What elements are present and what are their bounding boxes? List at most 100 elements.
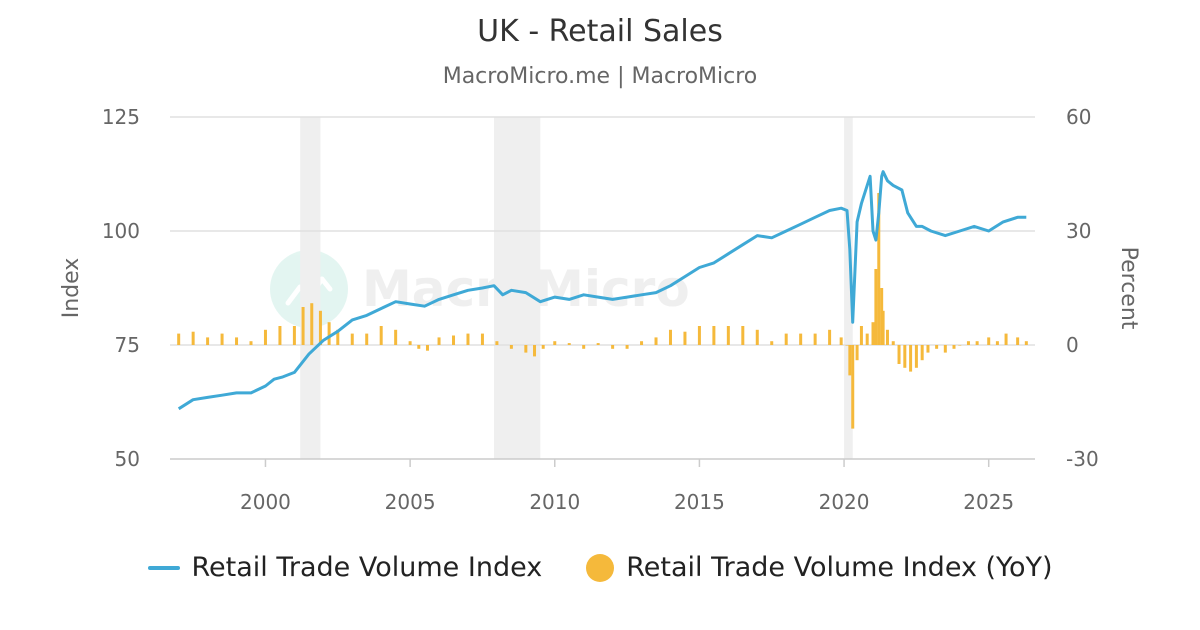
y2-tick-label: -30 [1066,447,1099,471]
axes: 50 75 100 125 -30 0 30 60 2000 2005 2010 2015 2020 20… [102,105,1099,514]
chart-title: UK - Retail Sales [477,14,723,49]
yoy-bar [318,310,322,345]
yoy-bar [567,343,571,345]
yoy-bar [851,345,855,429]
yoy-bar [553,341,557,345]
y2-tick-label: 60 [1066,105,1091,129]
x-tick-label: 2005 [385,490,436,514]
yoy-bar [1004,333,1008,345]
x-tick-label: 2000 [240,490,291,514]
yoy-bar [524,345,528,353]
yoy-bar [654,337,658,345]
yoy-bar [885,329,889,345]
yoy-bars [177,193,1028,429]
yoy-bar [865,333,869,345]
yoy-bar [958,345,962,346]
yoy-bar [848,345,852,376]
yoy-bar [881,310,885,345]
yoy-bar [845,345,849,346]
yoy-bar [596,343,600,345]
yoy-bar [909,345,913,372]
yoy-bar [926,345,930,353]
yoy-bar [871,322,875,345]
recession-band-1 [494,117,541,459]
yoy-bar [541,345,545,349]
x-tick-label: 2025 [963,490,1014,514]
yoy-bar [828,329,832,345]
yoy-bar [1016,337,1020,345]
yoy-bar [336,329,340,345]
grid-lines [170,116,1035,460]
x-tick-label: 2015 [674,490,725,514]
yoy-bar [191,331,195,345]
yoy-bar [611,345,615,349]
legend-item-yoy[interactable]: Retail Trade Volume Index (YoY) [586,552,1053,583]
yoy-bar [310,303,314,345]
yoy-bar [784,333,788,345]
yoy-bar [839,337,843,345]
yoy-bar [935,345,939,349]
yoy-bar [425,345,429,351]
yoy-bar [914,345,918,368]
yoy-bar [640,341,644,345]
yoy-bar [582,345,586,349]
yoy-bar [952,345,956,349]
yoy-bar [466,333,470,345]
x-tick-label: 2010 [529,490,580,514]
yoy-bar [235,337,239,345]
yoy-bar [278,326,282,345]
yoy-bar [206,337,210,345]
yoy-bar [417,345,421,349]
yoy-bar [625,345,629,349]
yoy-bar [697,326,701,345]
yoy-bar [683,331,687,345]
legend-item-index[interactable]: Retail Trade Volume Index [147,552,543,583]
yoy-bar [813,333,817,345]
yoy-bar [987,337,991,345]
yoy-bar [874,269,878,345]
yoy-bar [394,329,398,345]
legend-line-swatch [147,565,180,570]
legend-dot-swatch [586,553,615,582]
yoy-bar [177,333,181,345]
yoy-bar [859,326,863,345]
yoy-bar [263,329,267,345]
index-line [177,170,1027,411]
y-tick-label: 100 [102,219,140,243]
yoy-bar [943,345,947,353]
yoy-bar [741,326,745,345]
yoy-bar [975,341,979,345]
index-line-series [177,170,1027,411]
yoy-bar [533,345,537,357]
yoy-bar [365,333,369,345]
yoy-bar [249,341,253,345]
yoy-bar [877,193,881,345]
recession-band-2 [844,117,853,459]
yoy-bar [712,326,716,345]
yoy-bar [495,341,499,345]
yoy-bar [379,326,383,345]
yoy-bar [966,341,970,345]
yoy-bar [891,341,895,345]
yoy-bar [770,341,774,345]
yoy-bar [509,345,513,349]
y-axis-label: Index [59,258,84,319]
yoy-bar [408,341,412,345]
yoy-bar [855,345,859,361]
yoy-bar [480,333,484,345]
yoy-bar [1024,341,1028,345]
yoy-bar [301,307,305,345]
y-tick-label: 125 [102,105,140,129]
yoy-bar [292,326,296,345]
recession-band-0 [300,117,321,459]
recession-shading [300,117,853,459]
legend: Retail Trade Volume Index Retail Trade V… [0,552,1200,583]
yoy-bar [668,329,672,345]
yoy-bar [799,333,803,345]
chart-subtitle: MacroMicro.me | MacroMicro [442,64,758,89]
yoy-bar [437,337,441,345]
yoy-bar [452,335,456,345]
legend-label-index: Retail Trade Volume Index [191,552,543,583]
